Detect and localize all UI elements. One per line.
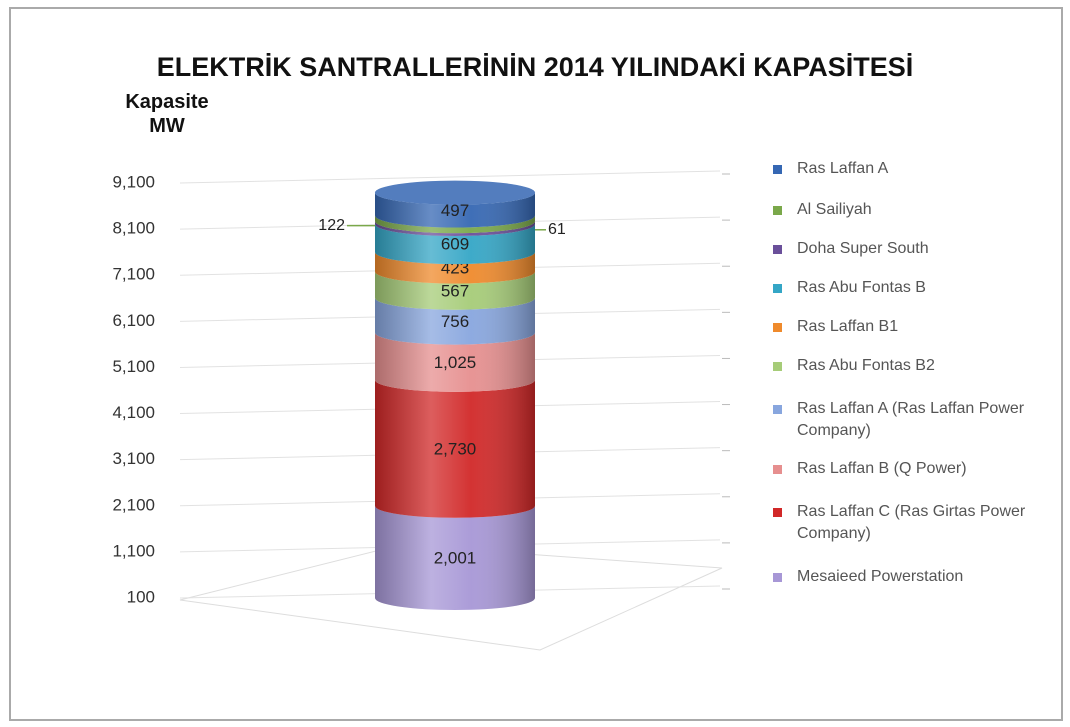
legend-swatch: [773, 362, 782, 371]
legend-label: Ras Laffan C (Ras Girtas Power Company): [797, 503, 1026, 542]
segment-shade: [375, 297, 535, 345]
segment-shade: [375, 192, 535, 228]
legend-item: Ras Laffan B (Q Power): [770, 458, 1040, 480]
segment-shade: [375, 252, 535, 284]
legend-label: Ras Laffan A (Ras Laffan Power Company): [797, 400, 1025, 439]
chart-title: ELEKTRİK SANTRALLERİNİN 2014 YILINDAKİ K…: [156, 52, 914, 82]
top-cap-shade: [375, 180, 535, 205]
legend-swatch: [773, 284, 782, 293]
legend-label: Ras Abu Fontas B2: [797, 357, 935, 374]
y-tick-label: 8,100: [112, 219, 155, 238]
legend-swatch: [773, 245, 782, 254]
value-label: 1,025: [434, 353, 477, 372]
y-tick-label: 9,100: [112, 172, 155, 191]
segment-shade: [375, 379, 535, 518]
y-axis-label: Kapasite MW: [125, 91, 209, 137]
segment-shade: [375, 505, 535, 610]
segment-shade: [375, 221, 535, 236]
floor: [179, 544, 723, 651]
segment-shade: [375, 223, 535, 265]
value-label: 756: [441, 312, 469, 331]
legend-swatch: [773, 508, 782, 517]
legend-item: Ras Laffan C (Ras Girtas Power Company): [770, 501, 1040, 545]
value-label: 497: [441, 201, 469, 220]
legend-label: Ras Abu Fontas B: [797, 279, 926, 296]
y-tick-label: 7,100: [112, 265, 155, 284]
value-label: 2,001: [434, 549, 477, 568]
legend-label: Al Sailiyah: [797, 201, 872, 218]
legend-swatch: [773, 573, 782, 582]
segment-shade: [375, 271, 535, 310]
legend-label: Doha Super South: [797, 240, 929, 257]
legend-swatch: [773, 405, 782, 414]
top-cap: [375, 180, 535, 205]
y-tick-label: 6,100: [112, 311, 155, 330]
value-label: 61: [548, 221, 566, 238]
value-label: 122: [318, 217, 345, 234]
legend-item: Ras Abu Fontas B2: [770, 355, 1040, 377]
legend-item: Doha Super South: [770, 238, 1040, 260]
legend-label: Ras Laffan A: [797, 160, 889, 177]
legend-swatch: [773, 165, 782, 174]
grid-line: [179, 170, 721, 184]
legend-item: Ras Laffan B1: [770, 316, 1040, 338]
legend-swatch: [773, 323, 782, 332]
legend-item: Mesaieed Powerstation: [770, 566, 1040, 588]
legend-label: Ras Laffan B (Q Power): [797, 460, 967, 477]
y-tick-label: 4,100: [112, 403, 155, 422]
legend-item: Ras Abu Fontas B: [770, 277, 1040, 299]
legend-item: Ras Laffan A (Ras Laffan Power Company): [770, 398, 1040, 442]
y-tick-label: 1,100: [112, 541, 155, 560]
legend-swatch: [773, 206, 782, 215]
legend-item: Ras Laffan A: [770, 158, 1040, 180]
segment-shade: [375, 215, 535, 234]
legend-label: Mesaieed Powerstation: [797, 568, 964, 585]
y-tick-label: 5,100: [112, 357, 155, 376]
legend-swatch: [773, 465, 782, 474]
frame: [9, 7, 1063, 721]
value-label: 567: [441, 281, 469, 300]
value-label: 2,730: [434, 439, 477, 458]
value-label: 609: [441, 235, 469, 254]
y-tick-label: 3,100: [112, 449, 155, 468]
segment-shade: [375, 332, 535, 392]
legend-item: Al Sailiyah: [770, 199, 1040, 221]
legend-label: Ras Laffan B1: [797, 318, 899, 335]
y-tick-label: 100: [127, 587, 155, 606]
y-tick-label: 2,100: [112, 495, 155, 514]
